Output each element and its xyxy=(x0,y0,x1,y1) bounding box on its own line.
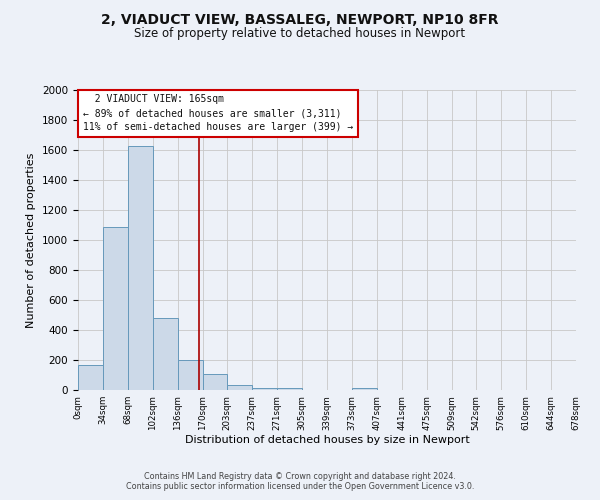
Text: 2 VIADUCT VIEW: 165sqm
← 89% of detached houses are smaller (3,311)
11% of semi-: 2 VIADUCT VIEW: 165sqm ← 89% of detached… xyxy=(83,94,353,132)
Bar xyxy=(128,146,153,390)
Text: Size of property relative to detached houses in Newport: Size of property relative to detached ho… xyxy=(134,28,466,40)
Text: Contains public sector information licensed under the Open Government Licence v3: Contains public sector information licen… xyxy=(126,482,474,491)
Text: Contains HM Land Registry data © Crown copyright and database right 2024.: Contains HM Land Registry data © Crown c… xyxy=(144,472,456,481)
Bar xyxy=(227,385,252,390)
Y-axis label: Number of detached properties: Number of detached properties xyxy=(26,152,37,328)
Bar xyxy=(103,226,128,390)
Bar xyxy=(153,318,178,390)
Bar xyxy=(252,388,277,390)
X-axis label: Distribution of detached houses by size in Newport: Distribution of detached houses by size … xyxy=(185,436,469,446)
Bar xyxy=(352,388,377,390)
Text: 2, VIADUCT VIEW, BASSALEG, NEWPORT, NP10 8FR: 2, VIADUCT VIEW, BASSALEG, NEWPORT, NP10… xyxy=(101,12,499,26)
Bar xyxy=(203,374,227,390)
Bar xyxy=(178,360,203,390)
Bar xyxy=(277,388,302,390)
Bar xyxy=(78,364,103,390)
